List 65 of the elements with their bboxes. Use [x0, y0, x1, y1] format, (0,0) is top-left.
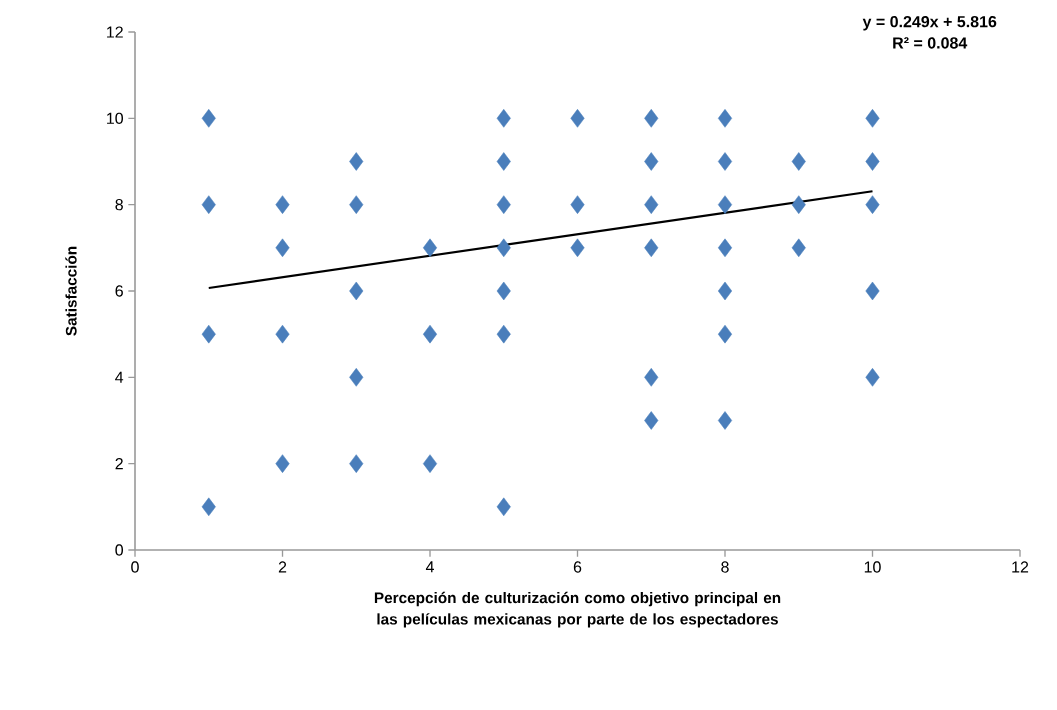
y-tick-label: 4: [115, 371, 124, 383]
point: [791, 238, 806, 258]
point: [717, 195, 733, 214]
point: [201, 109, 216, 128]
point: [275, 238, 290, 258]
text: y = 0.249x + 5.816: [862, 15, 997, 31]
point: [496, 324, 511, 344]
point: [644, 368, 659, 387]
point: [496, 195, 511, 214]
x-axis-title: Percepción de culturización como objetivo principal en las películas mexicanas por parte de los espectadores: [374, 591, 781, 628]
point: [644, 411, 659, 430]
x-tick-label: 6: [573, 561, 582, 573]
x-tick-label: 12: [1012, 561, 1029, 573]
point: [496, 238, 511, 258]
x-tick-label: 10: [864, 561, 881, 573]
y-tick-label: 0: [115, 544, 124, 556]
y-tick-label: 12: [107, 26, 123, 38]
point: [865, 368, 880, 387]
y-tick-label: 6: [115, 285, 123, 297]
point: [644, 152, 659, 171]
x-tick-label: 0: [131, 561, 139, 573]
annotation: R² = 0.084: [893, 37, 968, 49]
point: [349, 281, 364, 301]
point: [717, 324, 733, 344]
point: [496, 497, 511, 517]
point: [717, 152, 733, 171]
point: [349, 195, 364, 214]
point: [717, 281, 733, 301]
point: [865, 152, 880, 171]
point: [791, 152, 806, 171]
point: [570, 238, 585, 258]
point: [201, 497, 216, 517]
point: [865, 109, 880, 128]
point: [644, 238, 659, 258]
point: [644, 109, 659, 128]
point: [275, 324, 290, 344]
point: [496, 281, 511, 301]
point: [717, 411, 733, 430]
point: [717, 109, 733, 128]
x-tick-label: 8: [721, 561, 729, 573]
point: [496, 152, 511, 171]
point: [349, 368, 364, 387]
point: [865, 195, 880, 214]
point: [644, 195, 659, 214]
point: [275, 195, 290, 214]
x-tick-label: 2: [278, 561, 287, 573]
y-tick-label: 10: [107, 112, 124, 124]
point: [201, 195, 216, 214]
x-tick-label: 4: [425, 561, 434, 573]
point: [422, 238, 438, 258]
point: [570, 195, 585, 214]
point: [717, 238, 733, 258]
point: [570, 109, 585, 128]
point: [349, 152, 364, 171]
point: [349, 454, 364, 473]
point: [496, 109, 511, 128]
point: [422, 324, 438, 344]
point: [275, 454, 290, 473]
point: [422, 454, 438, 473]
point: [201, 324, 216, 344]
y-axis-title: Satisfacción: [65, 246, 77, 336]
point: [865, 281, 880, 301]
y-tick-label: 2: [115, 458, 123, 470]
y-tick-label: 8: [115, 199, 123, 211]
point: [791, 195, 806, 214]
